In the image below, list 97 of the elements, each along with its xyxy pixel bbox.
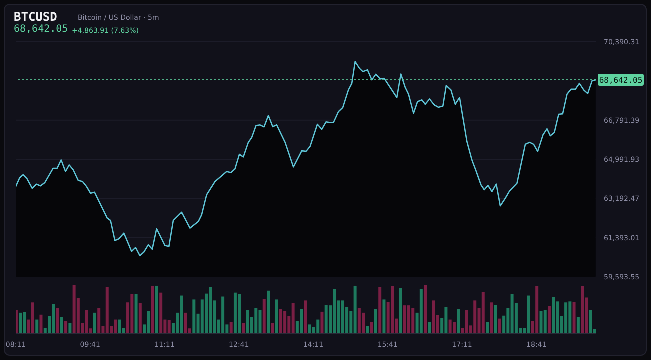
bar	[527, 296, 530, 334]
bar	[106, 287, 109, 334]
bar	[589, 310, 592, 334]
bar	[72, 285, 76, 334]
bar	[114, 320, 118, 334]
bar	[428, 322, 432, 334]
bar	[576, 317, 580, 334]
bar	[192, 300, 196, 334]
bar	[98, 308, 101, 334]
bar	[482, 292, 485, 334]
bar	[572, 302, 576, 334]
bar	[230, 322, 233, 334]
bar	[292, 303, 295, 334]
bar	[19, 312, 22, 334]
bar	[258, 310, 262, 334]
bar	[408, 306, 411, 334]
bar	[498, 318, 502, 334]
bar	[130, 294, 134, 334]
bar	[32, 302, 35, 334]
bar	[382, 300, 386, 334]
bar	[536, 286, 539, 334]
bar	[510, 294, 514, 334]
bar	[490, 302, 494, 334]
bar	[168, 320, 171, 334]
bar	[568, 302, 572, 334]
bar	[222, 296, 225, 334]
bar	[333, 289, 336, 334]
bar	[284, 311, 287, 334]
bar	[242, 323, 246, 334]
bar	[238, 294, 242, 334]
bar	[64, 321, 68, 334]
bar	[494, 305, 498, 334]
bar	[275, 300, 278, 334]
bar	[304, 300, 308, 334]
bar	[254, 308, 258, 334]
bar	[147, 311, 150, 334]
bar	[118, 320, 122, 334]
bar	[23, 312, 26, 334]
bar	[155, 286, 158, 334]
bar	[52, 304, 56, 334]
bar	[60, 317, 64, 334]
bar	[465, 310, 468, 334]
bar	[180, 296, 184, 334]
bar	[271, 323, 274, 334]
bar	[262, 299, 266, 334]
ref-line-label: 68,642.05	[599, 76, 643, 86]
bar	[403, 306, 406, 334]
bar	[85, 310, 88, 334]
bar	[93, 312, 96, 334]
text: 68,642.05	[14, 24, 68, 35]
bar	[56, 308, 60, 334]
bar	[556, 302, 560, 334]
bar	[412, 308, 415, 334]
bar	[151, 286, 154, 334]
bar	[234, 292, 237, 334]
bar	[68, 323, 72, 334]
bar	[40, 314, 43, 334]
bar	[134, 294, 138, 334]
bar	[399, 288, 402, 334]
bar	[448, 320, 452, 334]
bar	[370, 322, 374, 334]
bar	[444, 307, 448, 334]
bar	[316, 320, 320, 334]
bar	[540, 311, 543, 334]
bar	[160, 292, 163, 334]
bar	[581, 286, 584, 334]
bar	[308, 324, 312, 334]
bar	[36, 320, 39, 334]
bar	[457, 309, 460, 334]
bar	[552, 297, 556, 334]
chart-title: BTCUSD	[14, 10, 58, 24]
bar	[138, 303, 142, 334]
bar	[300, 309, 304, 334]
bar	[209, 287, 212, 334]
bar	[474, 300, 477, 334]
bar	[324, 305, 328, 334]
bar	[564, 302, 568, 334]
bar	[341, 300, 344, 334]
bar	[279, 309, 282, 334]
bar	[320, 312, 324, 334]
bar	[486, 322, 490, 334]
bar	[378, 287, 382, 334]
bar	[424, 285, 428, 334]
bar	[184, 312, 188, 334]
bar	[548, 306, 551, 334]
bar	[432, 300, 436, 334]
bar	[366, 326, 370, 334]
bar	[16, 310, 18, 334]
bar	[452, 322, 456, 334]
bar	[391, 286, 394, 334]
bar	[267, 290, 270, 334]
bar	[544, 310, 547, 334]
bar	[354, 286, 357, 334]
bar	[374, 309, 378, 334]
bar	[420, 289, 423, 334]
bar	[246, 310, 250, 334]
bar	[358, 308, 361, 334]
